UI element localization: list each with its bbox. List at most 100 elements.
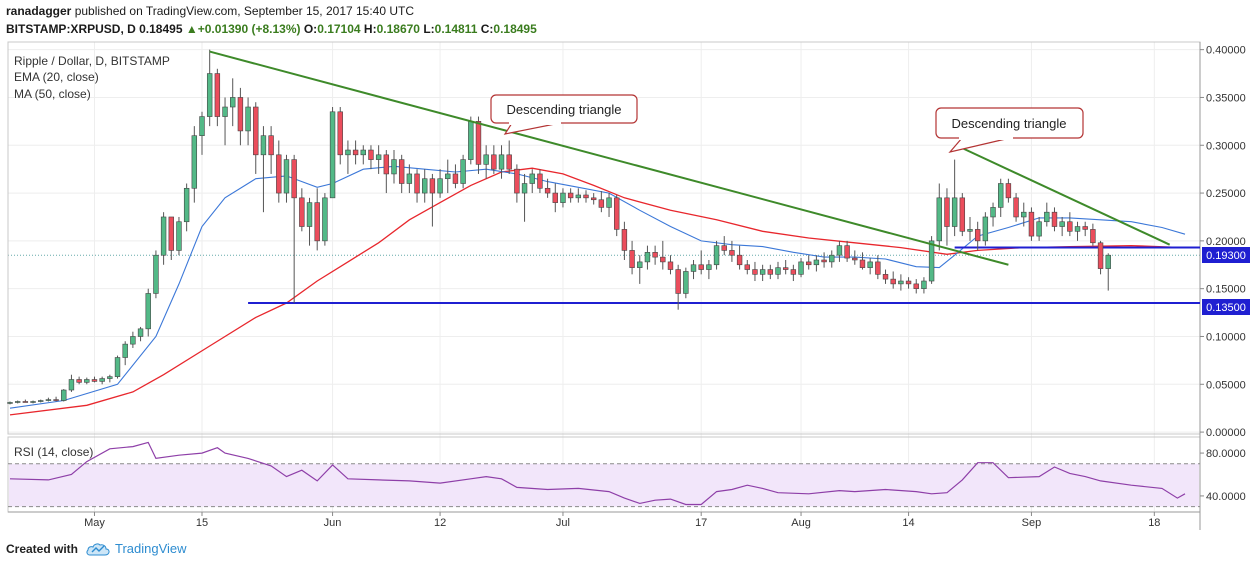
- candle-body: [767, 269, 774, 275]
- author-link[interactable]: ranadagger: [6, 4, 72, 18]
- candle-body: [583, 194, 589, 199]
- support-tag-label: 0.13500: [1206, 302, 1246, 314]
- candle: [560, 188, 566, 208]
- candle-body: [53, 399, 59, 401]
- candle-body: [30, 401, 36, 403]
- candle: [283, 154, 290, 203]
- candle-body: [145, 293, 151, 330]
- price-axis: 0.40000 0.35000 0.30000 0.25000 0.20000 0.150…: [1200, 45, 1246, 503]
- candle-body: [452, 173, 459, 184]
- candle: [806, 255, 812, 270]
- candle-body: [153, 254, 159, 294]
- tradingview-brand[interactable]: TradingView: [115, 541, 187, 556]
- candle-body: [890, 278, 896, 285]
- candle-body: [552, 192, 558, 203]
- close-value: 0.18495: [493, 22, 537, 36]
- low-value: 0.14811: [434, 22, 478, 36]
- candle: [176, 216, 182, 256]
- candle: [798, 258, 804, 278]
- open-label: O:: [303, 22, 318, 36]
- candle-body: [652, 252, 658, 258]
- candle: [160, 212, 167, 265]
- time-tick-label: 15: [196, 517, 208, 529]
- candle: [529, 169, 535, 194]
- candle: [38, 399, 44, 403]
- candle-body: [329, 111, 336, 199]
- candle-body: [1067, 221, 1073, 232]
- candle-body: [260, 135, 267, 156]
- candle-body: [406, 173, 413, 184]
- candle-body: [352, 149, 359, 156]
- candle: [644, 245, 651, 270]
- candle: [84, 377, 90, 385]
- low-label: L:: [423, 22, 435, 36]
- candle: [552, 183, 558, 213]
- candle-body: [736, 254, 743, 266]
- candle: [322, 193, 328, 246]
- candle-body: [529, 173, 535, 184]
- candle-body: [91, 379, 98, 382]
- candle: [598, 191, 605, 213]
- candle-body: [1028, 211, 1035, 237]
- candle-body: [237, 97, 244, 132]
- legend-rsi: RSI (14, close): [14, 445, 93, 459]
- publish-header: ranadagger published on TradingView.com,…: [6, 3, 414, 20]
- candle: [967, 216, 973, 241]
- callout-left[interactable]: Descending triangle: [490, 94, 638, 135]
- callout-right[interactable]: Descending triangle: [935, 107, 1084, 154]
- rsi-pane: [8, 441, 1200, 508]
- candle-body: [806, 261, 812, 266]
- candle: [375, 145, 382, 174]
- candle: [813, 255, 820, 272]
- candle-body: [998, 183, 1004, 208]
- trendline-major: [209, 50, 1009, 266]
- candle: [713, 240, 720, 270]
- candle-body: [245, 106, 251, 132]
- candle-body: [206, 73, 213, 117]
- ohlc-readout: BITSTAMP:XRPUSD, D 0.18495 ▲+0.01390 (+8…: [6, 21, 537, 38]
- candle-body: [905, 280, 912, 285]
- candle-body: [606, 197, 612, 208]
- candle: [53, 396, 59, 402]
- candle: [544, 178, 551, 198]
- candle: [1036, 216, 1042, 241]
- candle: [782, 259, 789, 275]
- candle: [14, 400, 21, 404]
- candle: [299, 188, 305, 232]
- level-lines[interactable]: [248, 246, 1200, 305]
- trendlines[interactable]: [209, 50, 1171, 266]
- rsi-tick-label: 40.0000: [1206, 491, 1246, 503]
- candle: [675, 264, 681, 310]
- candle-body: [383, 154, 390, 175]
- candle: [76, 376, 82, 385]
- candle: [206, 49, 213, 127]
- candle: [145, 288, 151, 337]
- candle-body: [867, 261, 873, 268]
- candle: [721, 236, 727, 256]
- candle-body: [629, 250, 635, 268]
- time-tick-label: 12: [434, 517, 446, 529]
- main-pane: [7, 41, 1201, 530]
- candle-body: [276, 154, 282, 194]
- candle: [959, 193, 966, 237]
- candle-body: [721, 245, 727, 251]
- high-label: H:: [363, 22, 377, 36]
- candle-body: [306, 202, 313, 227]
- candle: [690, 259, 697, 280]
- candle: [974, 221, 981, 251]
- candle: [99, 376, 105, 385]
- candle: [1090, 223, 1096, 246]
- candle-body: [176, 221, 182, 251]
- candle-body: [759, 269, 766, 275]
- candle: [122, 341, 128, 366]
- candle-body: [921, 280, 927, 289]
- candle-body: [183, 187, 190, 223]
- candle-body: [222, 106, 228, 117]
- candle: [1059, 216, 1065, 237]
- rsi-band: [9, 463, 1199, 507]
- candle-body: [713, 245, 720, 266]
- candle-body: [230, 97, 236, 108]
- ma-line: [9, 167, 1186, 416]
- candle-body: [498, 154, 505, 170]
